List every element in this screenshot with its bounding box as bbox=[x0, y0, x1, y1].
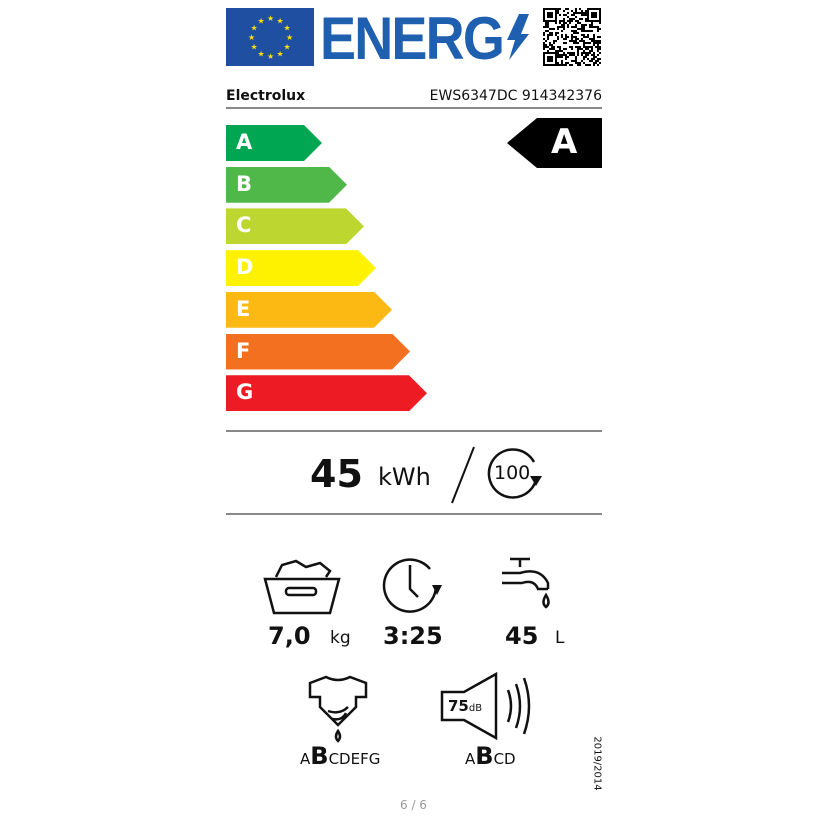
svg-text:★: ★ bbox=[267, 14, 274, 23]
energy-logo-text: ENERG bbox=[320, 5, 505, 72]
water-tap-icon bbox=[502, 557, 550, 609]
cycles-icon bbox=[487, 448, 542, 499]
energy-class-bar-e: E bbox=[226, 292, 392, 328]
energy-class-letter: A bbox=[236, 130, 253, 154]
energy-class-letter: F bbox=[236, 338, 251, 363]
eu-stars-icon: ★ ★★★★★★★★★★★ bbox=[248, 14, 293, 61]
divider bbox=[226, 107, 602, 109]
svg-text:★: ★ bbox=[286, 33, 293, 42]
svg-text:★: ★ bbox=[258, 49, 265, 58]
model-number: EWS6347DC 914342376 bbox=[429, 88, 602, 104]
svg-text:★: ★ bbox=[283, 24, 290, 33]
energy-class-bar-d: D bbox=[226, 250, 376, 286]
divider bbox=[226, 430, 602, 432]
noise-class-scale: ABCD bbox=[465, 742, 516, 770]
eu-flag: ★ ★ ★ ★ ★ ★ ★ ★ ★ ★ ★ ★ bbox=[226, 8, 314, 66]
capacity-value: 7,0 bbox=[268, 622, 311, 650]
svg-text:★: ★ bbox=[277, 17, 284, 26]
duration-value: 3:25 bbox=[383, 622, 443, 650]
energy-class-bar-c: C bbox=[226, 208, 364, 244]
svg-text:★: ★ bbox=[251, 24, 258, 33]
energy-rating: A bbox=[551, 122, 578, 162]
capacity-unit: kg bbox=[330, 628, 351, 648]
energy-class-bar-f: F bbox=[226, 334, 410, 370]
svg-text:★: ★ bbox=[248, 33, 255, 42]
svg-text:★: ★ bbox=[267, 52, 274, 61]
water-value: 45 bbox=[505, 622, 539, 650]
noise-value: 75dB bbox=[448, 697, 483, 715]
divider bbox=[226, 513, 602, 515]
energy-class-letter: D bbox=[236, 255, 254, 280]
lightning-icon bbox=[507, 14, 529, 60]
cycles-value: 100 bbox=[494, 462, 531, 484]
speaker-icon bbox=[440, 672, 531, 740]
energy-class-bar-a: A bbox=[226, 125, 322, 161]
energy-rating-arrow: A bbox=[507, 118, 602, 168]
slash bbox=[451, 446, 475, 504]
energy-class-letter: E bbox=[236, 296, 251, 321]
energy-unit: kWh bbox=[378, 463, 431, 491]
energy-class-letter: C bbox=[236, 213, 252, 238]
energy-class-letter: G bbox=[236, 380, 254, 405]
svg-text:★: ★ bbox=[251, 43, 258, 52]
page-indicator: 6 / 6 bbox=[400, 798, 427, 812]
regulation-number: 2019/2014 bbox=[591, 736, 603, 791]
clock-icon bbox=[382, 558, 442, 613]
energy-class-bar-b: B bbox=[226, 167, 347, 203]
spin-class: B bbox=[310, 742, 329, 770]
svg-text:★: ★ bbox=[277, 49, 284, 58]
svg-text:★: ★ bbox=[283, 43, 290, 52]
spin-shirt-icon bbox=[308, 675, 368, 743]
qr-code-icon[interactable] bbox=[543, 8, 601, 66]
energy-class-bar-g: G bbox=[226, 375, 427, 411]
energy-value: 45 bbox=[310, 452, 363, 496]
spin-class-scale: ABCDEFG bbox=[300, 742, 381, 770]
laundry-basket-icon bbox=[263, 559, 341, 615]
brand-name: Electrolux bbox=[226, 88, 306, 104]
energy-class-letter: B bbox=[236, 171, 253, 196]
water-unit: L bbox=[555, 628, 565, 648]
noise-class: B bbox=[475, 742, 494, 770]
svg-text:★: ★ bbox=[258, 17, 265, 26]
